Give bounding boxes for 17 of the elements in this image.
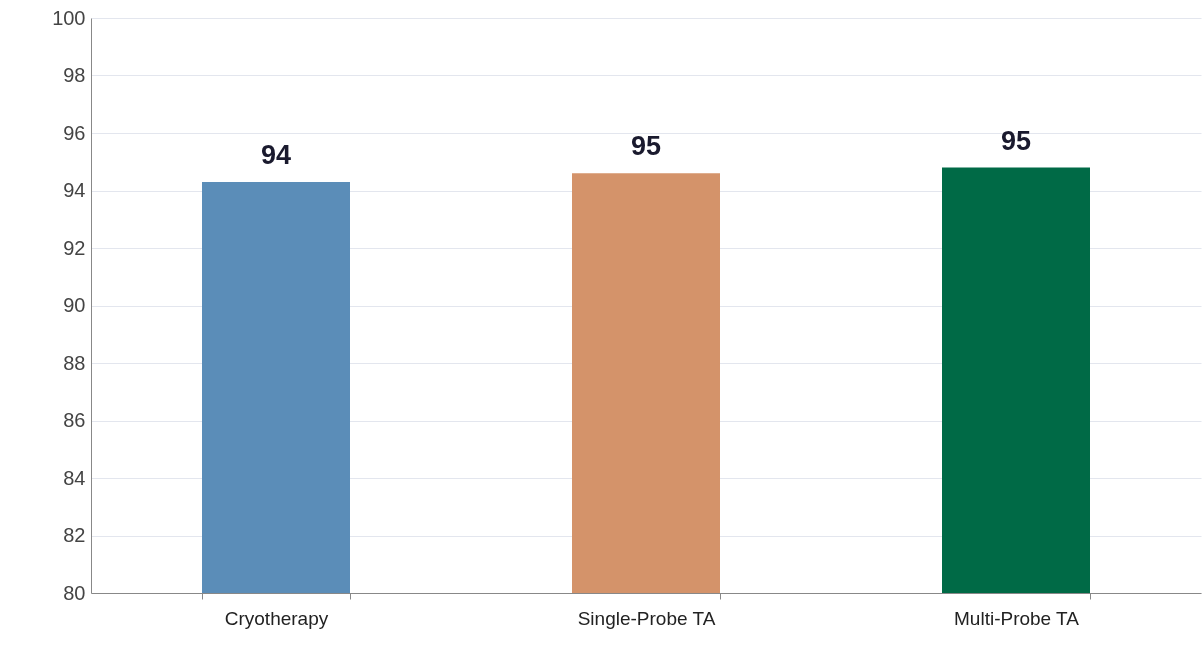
y-tick-label: 90 <box>63 294 86 316</box>
y-tick-label: 94 <box>63 179 86 201</box>
data-label: 95 <box>1000 125 1032 156</box>
y-tick-label: 92 <box>63 236 86 259</box>
y-tick-label: 86 <box>63 409 86 431</box>
data-label: 94 <box>260 139 292 170</box>
x-tick-label: Cryotherapy <box>224 607 329 629</box>
y-tick-label: 88 <box>63 351 86 374</box>
y-tick-label: 80 <box>63 581 86 604</box>
y-tick-label: 82 <box>63 524 86 546</box>
x-tick-label: Single-Probe TA <box>577 607 716 629</box>
y-tick-label: 84 <box>63 466 86 489</box>
y-tick-label: 98 <box>63 64 86 86</box>
data-label: 95 <box>630 131 662 162</box>
y-tick-label: 100 <box>52 6 86 29</box>
y-tick-label: 96 <box>63 121 86 144</box>
x-tick-label: Multi-Probe TA <box>954 607 1080 629</box>
